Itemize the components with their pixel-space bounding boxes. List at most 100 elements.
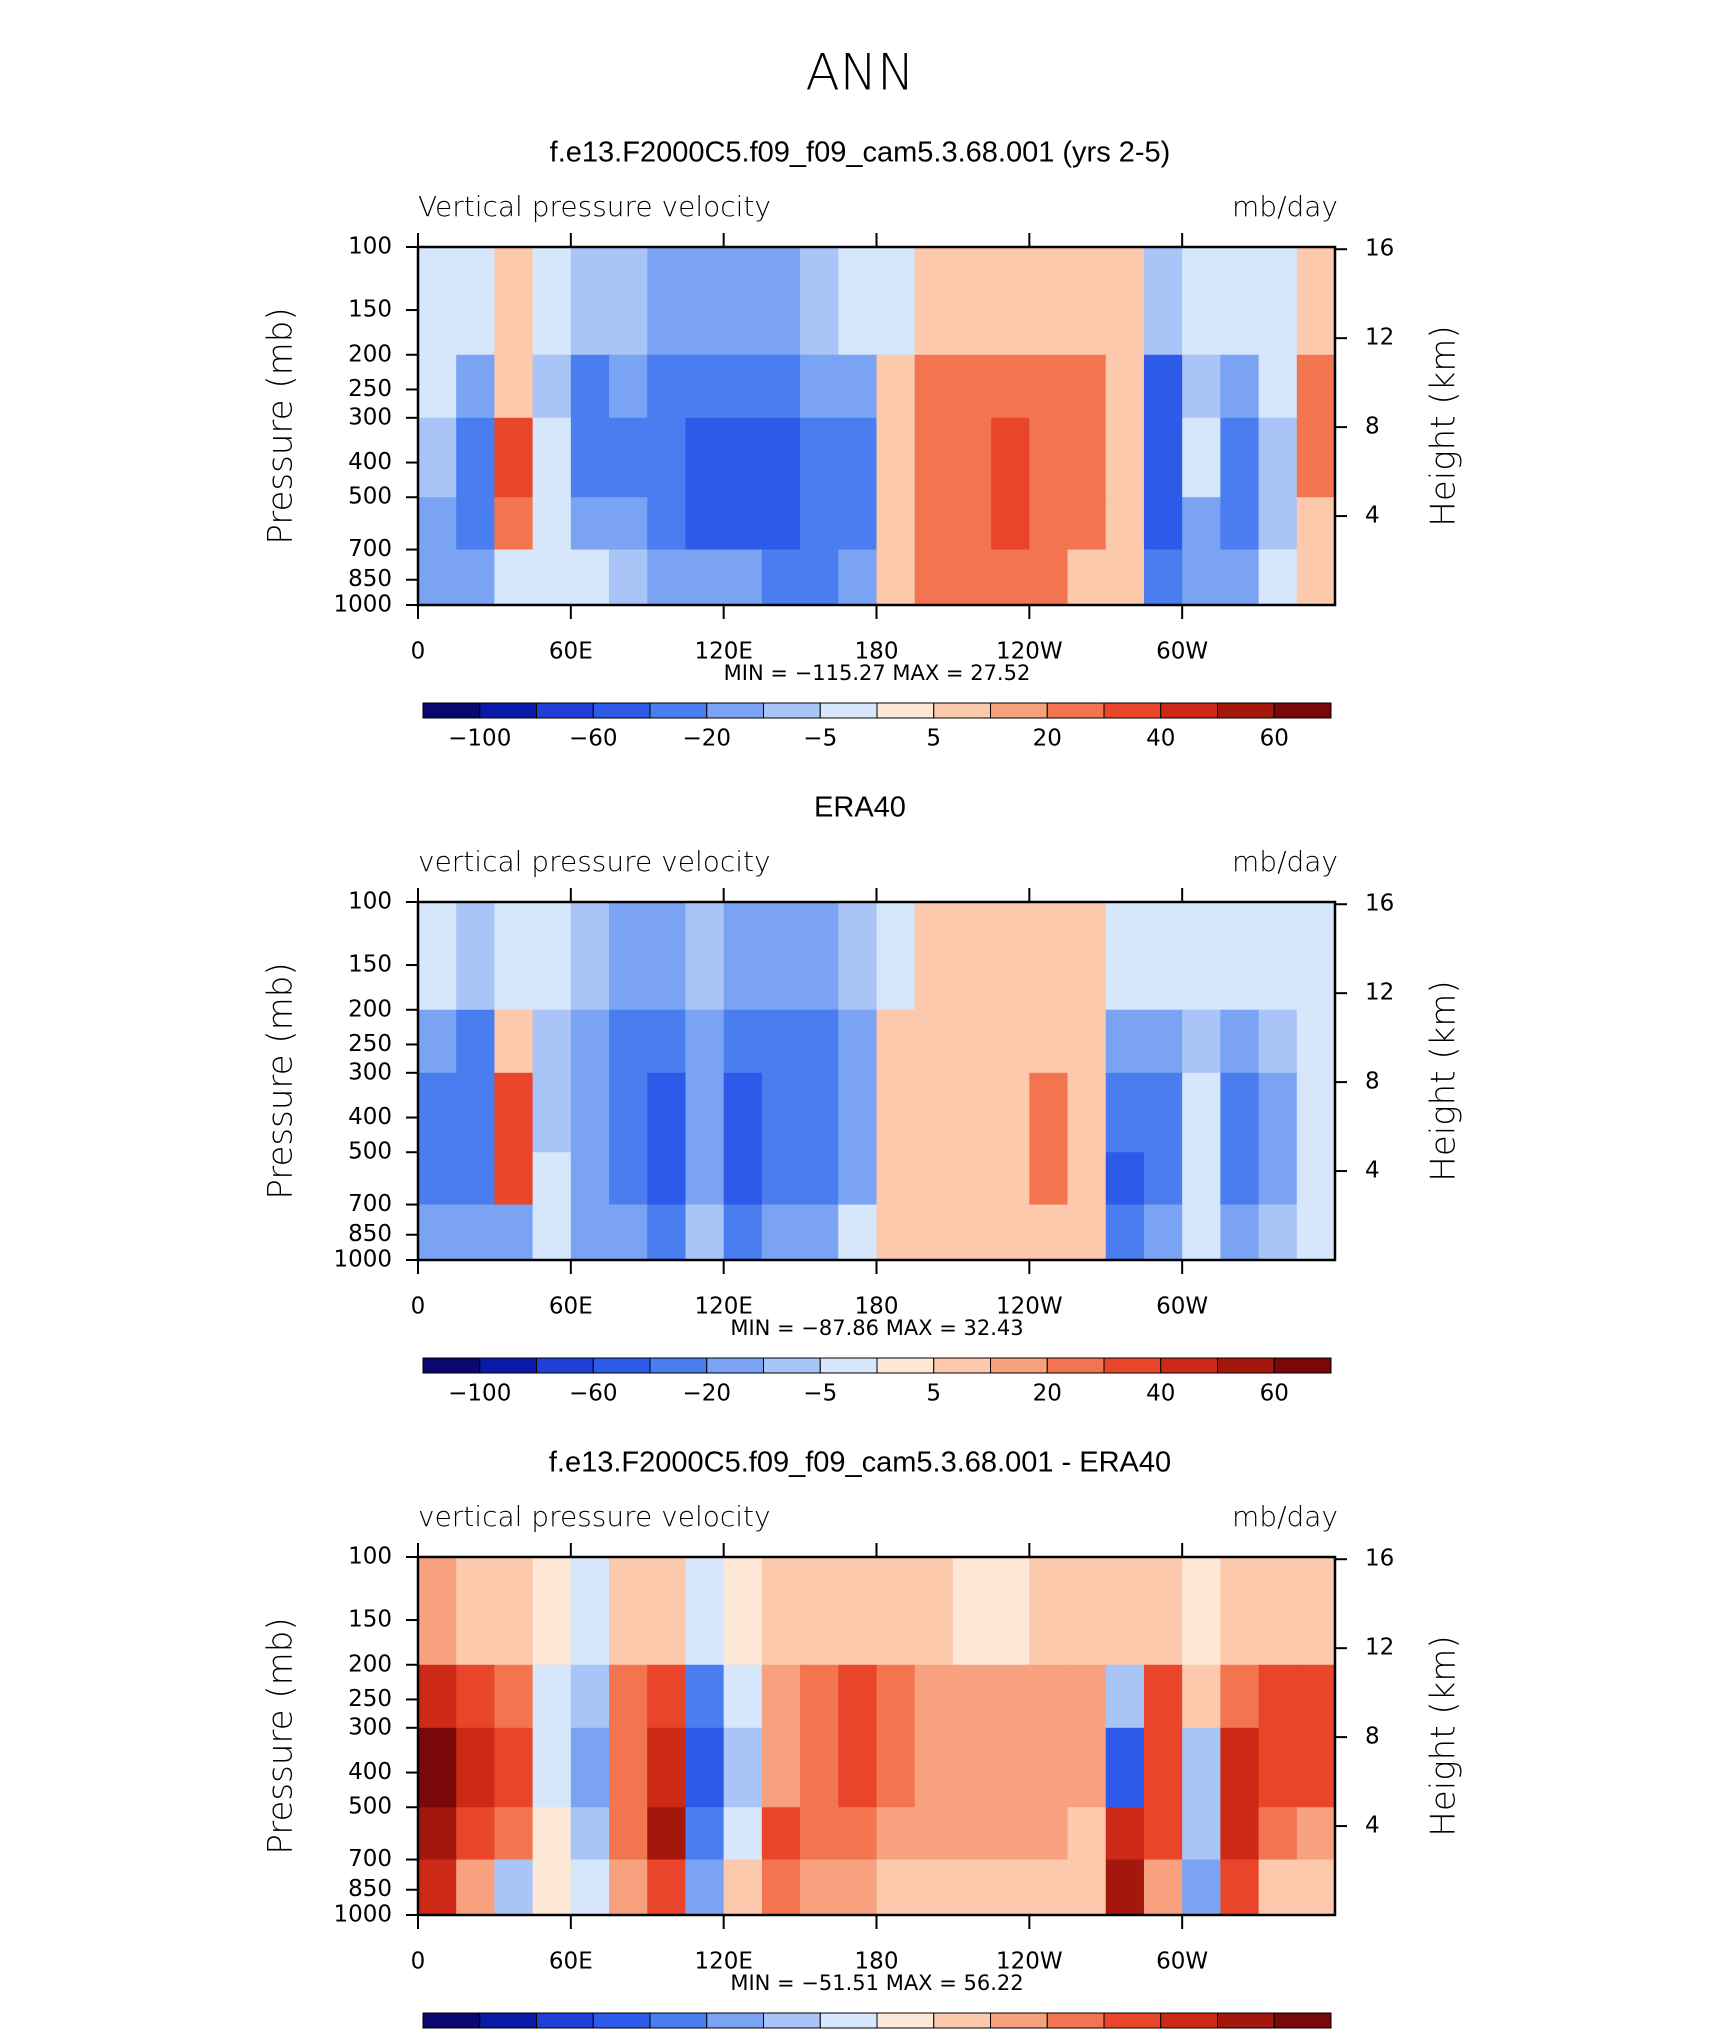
contour-cell bbox=[800, 549, 839, 606]
contour-cell bbox=[456, 1072, 496, 1153]
contour-cell bbox=[418, 417, 457, 498]
contour-cell bbox=[418, 1204, 457, 1261]
contour-cell bbox=[456, 497, 496, 551]
contour-cell bbox=[991, 417, 1030, 498]
contour-cell bbox=[1105, 1664, 1145, 1729]
x-tick-label: 0 bbox=[411, 1949, 426, 1975]
colorbar-label: −20 bbox=[682, 726, 731, 752]
contour-cell bbox=[761, 497, 801, 551]
colorbar-label: 40 bbox=[1146, 1381, 1175, 1407]
y-tick-label: 250 bbox=[348, 376, 392, 402]
contour-cell bbox=[1067, 1664, 1107, 1729]
contour-cell bbox=[800, 1152, 839, 1206]
colorbar-label: −10 bbox=[739, 2036, 788, 2038]
contour-cell bbox=[1182, 1727, 1221, 1808]
colorbar-box bbox=[592, 702, 651, 719]
contour-cell bbox=[570, 549, 610, 606]
contour-cell bbox=[1220, 247, 1260, 356]
colorbar-label: 20 bbox=[1089, 2036, 1118, 2038]
colorbar-label: −20 bbox=[626, 2036, 675, 2038]
contour-cell bbox=[952, 1859, 992, 1916]
colorbar-box bbox=[819, 702, 878, 719]
colorbar-label: −5 bbox=[803, 2036, 837, 2038]
contour-cell bbox=[991, 354, 1030, 419]
x-tick-label: 60W bbox=[1156, 1294, 1208, 1320]
contour-cell bbox=[1143, 247, 1183, 356]
contour-cell bbox=[876, 354, 916, 419]
contour-cell bbox=[418, 1009, 457, 1074]
contour-cell bbox=[647, 497, 687, 551]
contour-cell bbox=[914, 549, 954, 606]
contour-cell bbox=[1143, 1859, 1183, 1916]
contour-cell bbox=[1029, 1859, 1069, 1916]
x-tick-label: 120E bbox=[694, 1949, 752, 1975]
y-tick-label: 150 bbox=[348, 952, 392, 978]
contour-cell bbox=[494, 1807, 534, 1861]
colorbar-label: 5 bbox=[926, 2036, 941, 2038]
x-tick-label: 120W bbox=[996, 639, 1063, 665]
contour-cell bbox=[952, 1072, 992, 1153]
contour-cell bbox=[647, 1664, 687, 1729]
contour-cell bbox=[838, 417, 878, 498]
colorbar-box bbox=[933, 1357, 991, 1374]
colorbar-box bbox=[592, 2012, 651, 2029]
contour-cell bbox=[914, 1859, 954, 1916]
contour-cell bbox=[609, 497, 648, 551]
contour-cell bbox=[991, 1807, 1030, 1861]
contour-cell bbox=[1067, 354, 1107, 419]
contour-cell bbox=[1029, 497, 1069, 551]
contour-cell bbox=[914, 1807, 954, 1861]
contour-cell bbox=[418, 1152, 457, 1206]
contour-cell bbox=[991, 247, 1030, 356]
colorbar-label: −20 bbox=[682, 1381, 731, 1407]
y2-tick-label: 16 bbox=[1365, 1546, 1394, 1572]
contour-cell bbox=[914, 247, 954, 356]
panel-title: ERA40 bbox=[814, 792, 906, 824]
contour-cell bbox=[494, 247, 534, 356]
contour-cell bbox=[838, 1152, 878, 1206]
contour-cell bbox=[1296, 1072, 1336, 1153]
contour-cell bbox=[1029, 1009, 1069, 1074]
contour-cell bbox=[456, 1204, 496, 1261]
contour-cell bbox=[456, 417, 496, 498]
contour-cell bbox=[761, 1727, 801, 1808]
contour-cell bbox=[456, 1664, 496, 1729]
colorbar-box bbox=[649, 1357, 708, 1374]
contour-cell bbox=[609, 1009, 648, 1074]
contour-cell bbox=[418, 1859, 457, 1916]
contour-cell bbox=[532, 417, 572, 498]
contour-cell bbox=[1143, 1557, 1183, 1666]
subtitle-right: mb/day bbox=[1232, 190, 1338, 223]
contour-cell bbox=[1182, 247, 1221, 356]
contour-cell bbox=[1258, 1727, 1298, 1808]
contour-cell bbox=[1258, 549, 1298, 606]
contour-cell bbox=[1220, 1807, 1260, 1861]
contour-cell bbox=[685, 1807, 725, 1861]
contour-cell bbox=[570, 1859, 610, 1916]
contour-cell bbox=[952, 1664, 992, 1729]
contour-cell bbox=[1182, 1152, 1221, 1206]
contour-cell bbox=[1220, 1859, 1260, 1916]
contour-cell bbox=[1182, 354, 1221, 419]
y-tick-label: 1000 bbox=[333, 1902, 392, 1928]
contour-cell bbox=[570, 354, 610, 419]
colorbar-label: 60 bbox=[1260, 726, 1289, 752]
contour-cell bbox=[991, 1152, 1030, 1206]
contour-cell bbox=[800, 354, 839, 419]
subtitle-left: vertical pressure velocity bbox=[418, 845, 771, 878]
y-axis-label: Pressure (mb) bbox=[261, 307, 301, 544]
colorbar-box bbox=[1103, 1357, 1162, 1374]
y-tick-label: 100 bbox=[348, 1544, 392, 1570]
contour-cell bbox=[1182, 417, 1221, 498]
contour-cell bbox=[494, 1009, 534, 1074]
contour-cell bbox=[838, 902, 878, 1011]
contour-cell bbox=[1143, 1727, 1183, 1808]
contour-cell bbox=[1296, 549, 1336, 606]
colorbar-label: −100 bbox=[448, 726, 511, 752]
contour-cell bbox=[1029, 247, 1069, 356]
contour-cell bbox=[532, 1664, 572, 1729]
contour-cell bbox=[456, 902, 496, 1011]
contour-cell bbox=[723, 549, 763, 606]
contour-cell bbox=[723, 1152, 763, 1206]
y2-axis-label: Height (km) bbox=[1424, 325, 1464, 526]
